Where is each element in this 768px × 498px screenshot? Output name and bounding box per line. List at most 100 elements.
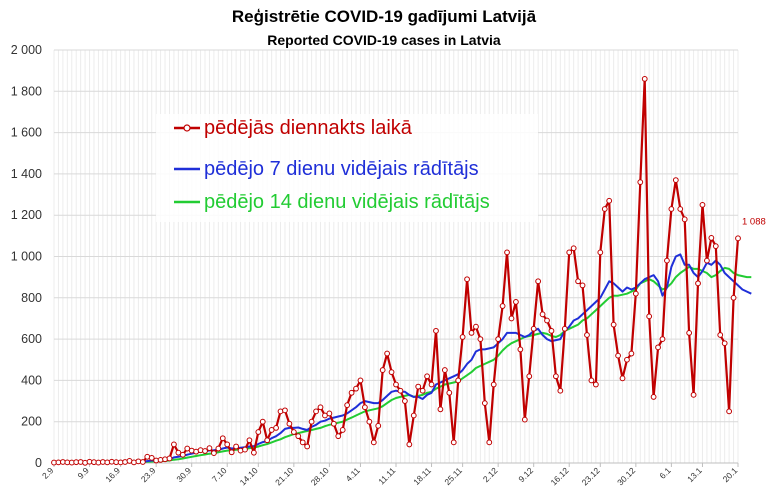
data-point <box>668 206 675 212</box>
data-point <box>681 216 688 223</box>
data-point <box>628 350 635 357</box>
legend-box <box>156 114 538 222</box>
data-point <box>650 394 657 400</box>
x-tick-label: 21.10 <box>273 465 295 487</box>
chart-labels: 1 088 <box>742 216 766 227</box>
data-point <box>690 391 697 398</box>
data-point <box>473 323 479 330</box>
data-point <box>552 373 559 380</box>
data-point <box>330 420 337 427</box>
legend-label: pēdējo 14 dienu vidējais rādītājs <box>204 191 490 213</box>
data-point <box>641 76 648 82</box>
data-point <box>362 404 368 411</box>
data-point <box>322 412 328 419</box>
data-point <box>717 332 724 338</box>
x-tick-label: 9.12 <box>516 465 535 484</box>
data-point <box>308 418 315 425</box>
x-tick-label: 2.9 <box>40 465 56 481</box>
data-point <box>499 303 506 309</box>
data-point <box>539 311 546 318</box>
data-point <box>290 429 297 435</box>
data-point <box>446 389 453 396</box>
data-point <box>712 243 719 250</box>
data-point <box>415 383 422 390</box>
data-point <box>584 332 590 338</box>
x-tick-label: 4.11 <box>344 465 363 484</box>
data-point <box>326 410 333 417</box>
data-point <box>384 350 391 357</box>
data-point <box>455 377 462 384</box>
data-point <box>566 249 573 256</box>
data-point <box>379 367 386 373</box>
data-point <box>406 441 413 448</box>
data-point <box>735 235 741 242</box>
data-point <box>437 406 444 413</box>
data-point <box>664 257 670 264</box>
data-point <box>637 179 644 186</box>
y-tick-label: 200 <box>21 415 42 429</box>
data-point <box>184 445 191 452</box>
data-point <box>521 416 528 423</box>
x-tick-label: 11.11 <box>376 465 397 486</box>
y-tick-label: 400 <box>21 373 42 387</box>
data-point <box>139 459 146 465</box>
data-point <box>215 445 222 452</box>
data-point <box>459 334 466 340</box>
data-point <box>610 321 617 328</box>
data-point <box>397 387 404 394</box>
data-point <box>348 389 355 396</box>
data-point <box>464 276 470 283</box>
chart-axes: 0 200 400 600 800 1 000 1 200 1 400 1 600 1 800 2 … <box>11 43 740 487</box>
x-tick-label: 14.10 <box>238 465 260 487</box>
chart-title: Reģistrētie COVID-19 gadījumi Latvijā <box>232 7 537 26</box>
x-tick-label: 23.9 <box>139 465 158 484</box>
data-point <box>726 408 733 415</box>
data-point <box>317 404 324 411</box>
data-point <box>171 441 177 448</box>
data-point <box>268 427 275 433</box>
data-point <box>166 455 173 462</box>
data-point <box>357 377 364 384</box>
data-point <box>299 439 306 446</box>
data-point <box>495 336 502 343</box>
legend-label: pēdējo 7 dienu vidējais rādītājs <box>204 158 479 180</box>
data-point <box>561 325 568 332</box>
data-point <box>410 412 417 419</box>
data-point <box>424 373 430 380</box>
chart-series <box>51 76 752 466</box>
x-tick-label: 9.9 <box>76 465 92 481</box>
x-tick-label: 20.1 <box>721 465 740 484</box>
data-point <box>632 290 639 297</box>
data-point <box>433 327 439 334</box>
data-point <box>370 439 377 446</box>
data-point <box>655 344 661 351</box>
data-point <box>575 278 582 285</box>
data-point <box>179 451 186 458</box>
data-point <box>441 367 448 373</box>
data-point <box>535 278 542 285</box>
x-tick-label: 2.12 <box>481 465 500 484</box>
y-tick-label: 1 600 <box>11 126 42 140</box>
series-line <box>54 265 752 464</box>
data-point <box>375 422 382 429</box>
x-tick-label: 16.9 <box>103 465 122 484</box>
data-point <box>570 245 577 252</box>
data-point <box>508 315 515 322</box>
data-point <box>606 197 613 204</box>
data-point <box>250 449 257 456</box>
data-point <box>366 418 373 425</box>
data-point <box>504 249 510 256</box>
y-tick-label: 1 800 <box>11 84 42 98</box>
data-point <box>388 369 395 376</box>
data-point <box>419 387 426 394</box>
data-point <box>242 446 248 453</box>
data-point <box>206 445 213 452</box>
data-point <box>175 449 182 456</box>
data-point <box>615 352 621 359</box>
data-point <box>282 407 288 414</box>
data-point <box>708 235 715 241</box>
data-point <box>335 433 342 440</box>
data-point <box>730 294 737 301</box>
data-point <box>286 420 293 427</box>
data-point <box>486 439 493 446</box>
